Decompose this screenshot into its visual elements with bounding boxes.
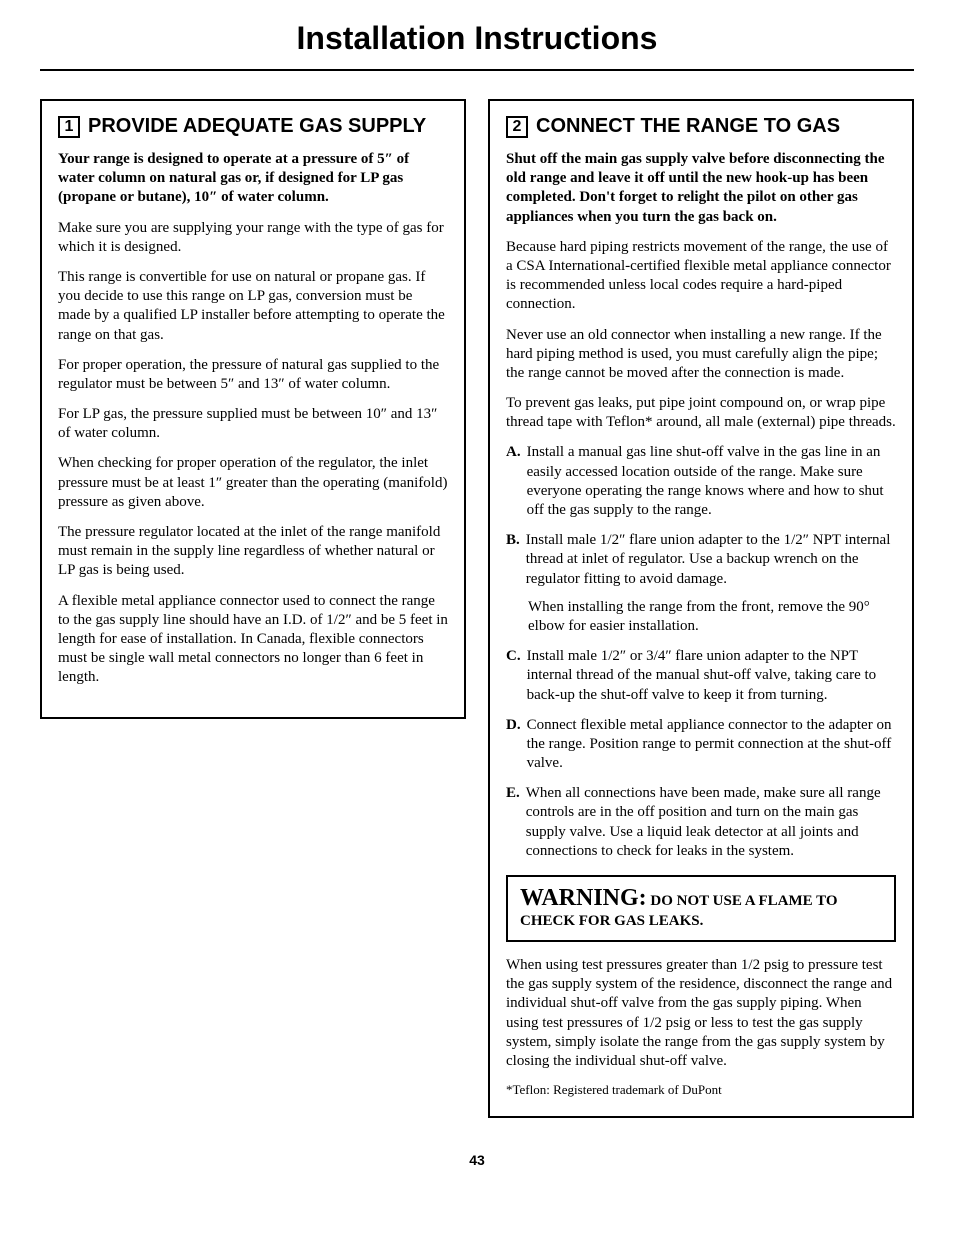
step-text: Install male 1/2″ flare union adapter to… [526, 531, 896, 589]
step-text: Install a manual gas line shut-off valve… [527, 443, 896, 520]
para-pressure-spec: Your range is designed to operate at a p… [58, 150, 448, 208]
page-title: Installation Instructions [40, 20, 914, 71]
content-columns: 1 PROVIDE ADEQUATE GAS SUPPLY Your range… [40, 99, 914, 1118]
para-natural-pressure: For proper operation, the pressure of na… [58, 356, 448, 394]
right-column: 2 CONNECT THE RANGE TO GAS Shut off the … [488, 99, 914, 1118]
section-heading-connect: 2 CONNECT THE RANGE TO GAS [506, 115, 896, 138]
para-gas-type: Make sure you are supplying your range w… [58, 219, 448, 257]
page-number: 43 [40, 1152, 914, 1168]
section-heading-gas-supply: 1 PROVIDE ADEQUATE GAS SUPPLY [58, 115, 448, 138]
step-text: Install male 1/2″ or 3/4″ flare union ad… [527, 647, 896, 705]
step-number-2: 2 [506, 116, 528, 138]
para-regulator-check: When checking for proper operation of th… [58, 454, 448, 512]
para-lp-pressure: For LP gas, the pressure supplied must b… [58, 405, 448, 443]
step-d: D. Connect flexible metal appliance conn… [506, 716, 896, 774]
para-regulator-remain: The pressure regulator located at the in… [58, 523, 448, 581]
para-hard-piping: Because hard piping restricts movement o… [506, 238, 896, 315]
step-text: Connect flexible metal appliance connect… [527, 716, 896, 774]
step-c: C. Install male 1/2″ or 3/4″ flare union… [506, 647, 896, 705]
warning-label: WARNING: [520, 885, 647, 911]
step-text: When all connections have been made, mak… [526, 784, 896, 861]
heading-text: PROVIDE ADEQUATE GAS SUPPLY [88, 115, 448, 138]
step-letter: A. [506, 443, 521, 520]
step-letter: C. [506, 647, 521, 705]
footnote-teflon: *Teflon: Registered trademark of DuPont [506, 1082, 896, 1098]
warning-box: WARNING: DO NOT USE A FLAME TO CHECK FOR… [506, 875, 896, 942]
step-b: B. Install male 1/2″ flare union adapter… [506, 531, 896, 589]
step-number-1: 1 [58, 116, 80, 138]
step-letter: B. [506, 531, 520, 589]
para-flex-connector: A flexible metal appliance connector use… [58, 592, 448, 688]
step-a: A. Install a manual gas line shut-off va… [506, 443, 896, 520]
left-column: 1 PROVIDE ADEQUATE GAS SUPPLY Your range… [40, 99, 466, 719]
para-shut-off: Shut off the main gas supply valve befor… [506, 150, 896, 227]
step-letter: D. [506, 716, 521, 774]
section-connect-gas: 2 CONNECT THE RANGE TO GAS Shut off the … [488, 99, 914, 1118]
step-letter: E. [506, 784, 520, 861]
heading-text: CONNECT THE RANGE TO GAS [536, 115, 896, 138]
step-e: E. When all connections have been made, … [506, 784, 896, 861]
para-convertible: This range is convertible for use on nat… [58, 268, 448, 345]
para-pipe-compound: To prevent gas leaks, put pipe joint com… [506, 394, 896, 432]
step-b-sub: When installing the range from the front… [528, 598, 896, 636]
section-gas-supply: 1 PROVIDE ADEQUATE GAS SUPPLY Your range… [40, 99, 466, 719]
para-old-connector: Never use an old connector when installi… [506, 326, 896, 384]
para-test-pressure: When using test pressures greater than 1… [506, 956, 896, 1071]
